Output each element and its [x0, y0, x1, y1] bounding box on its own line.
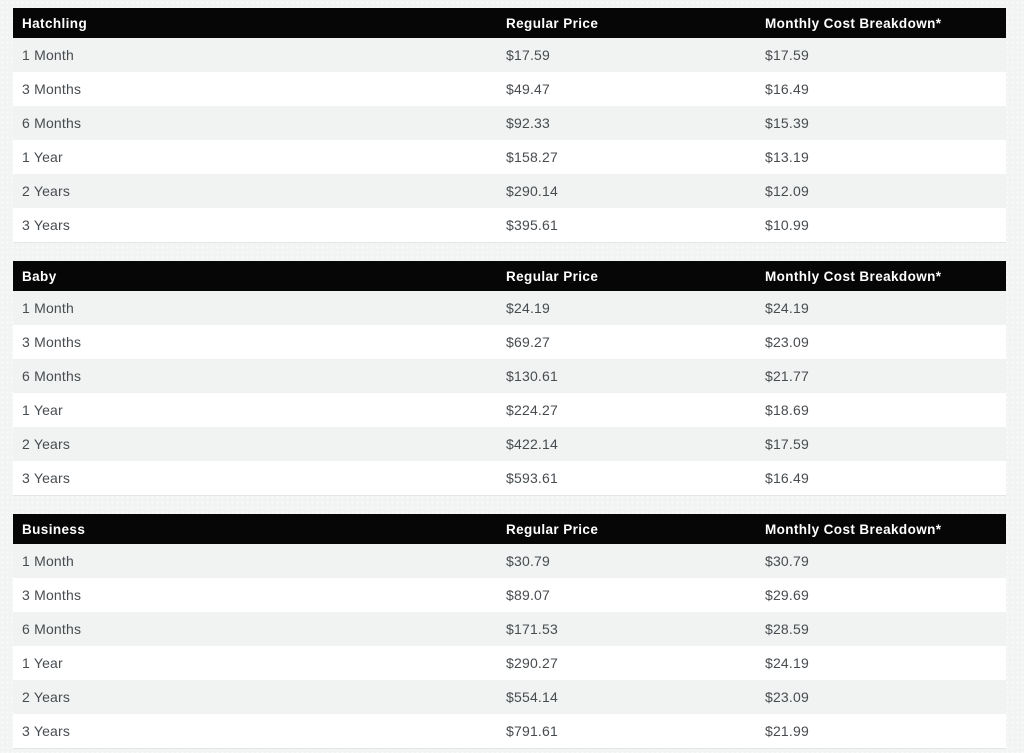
term-cell: 1 Month — [22, 47, 74, 63]
table-row: 3 Months $89.07 $29.69 — [13, 578, 1006, 612]
term-cell: 3 Years — [22, 217, 71, 233]
regular-price-cell: $30.79 — [505, 553, 551, 569]
table-row: 3 Months $69.27 $23.09 — [13, 325, 1006, 359]
regular-price-cell: $24.19 — [505, 300, 551, 316]
table-row: 1 Month $24.19 $24.19 — [13, 291, 1006, 325]
regular-price-cell: $593.61 — [505, 470, 558, 486]
monthly-cost-cell: $12.09 — [764, 183, 809, 199]
table-row: 1 Month $30.79 $30.79 — [13, 544, 1006, 578]
monthly-cost-cell: $17.59 — [764, 436, 809, 452]
table-row: 1 Month $17.59 $17.59 — [13, 38, 1006, 72]
monthly-cost-cell: $21.77 — [764, 368, 809, 384]
plan-name: Business — [22, 521, 86, 537]
table-header-row: Hatchling Regular Price Monthly Cost Bre… — [13, 8, 1006, 38]
term-cell: 1 Year — [22, 655, 63, 671]
table-row: 1 Year $158.27 $13.19 — [13, 140, 1006, 174]
regular-price-cell: $130.61 — [505, 368, 558, 384]
pricing-table: Baby Regular Price Monthly Cost Breakdow… — [13, 261, 1006, 496]
regular-price-cell: $422.14 — [505, 436, 558, 452]
term-cell: 1 Year — [22, 402, 63, 418]
table-body: 1 Month $30.79 $30.79 3 Months $89.07 $2… — [13, 544, 1006, 749]
column-header-regular-price: Regular Price — [505, 15, 599, 31]
monthly-cost-cell: $30.79 — [764, 553, 809, 569]
monthly-cost-cell: $18.69 — [764, 402, 809, 418]
column-header-regular-price: Regular Price — [505, 521, 599, 537]
term-cell: 3 Years — [22, 723, 71, 739]
monthly-cost-cell: $23.09 — [764, 689, 809, 705]
monthly-cost-cell: $16.49 — [764, 470, 809, 486]
term-cell: 3 Months — [22, 81, 82, 97]
table-header-row: Baby Regular Price Monthly Cost Breakdow… — [13, 261, 1006, 291]
pricing-table: Hatchling Regular Price Monthly Cost Bre… — [13, 8, 1006, 243]
regular-price-cell: $290.14 — [505, 183, 558, 199]
column-header-monthly-cost: Monthly Cost Breakdown* — [764, 15, 942, 31]
pricing-table: Business Regular Price Monthly Cost Brea… — [13, 514, 1006, 749]
regular-price-cell: $69.27 — [505, 334, 551, 350]
table-row: 6 Months $130.61 $21.77 — [13, 359, 1006, 393]
term-cell: 6 Months — [22, 621, 82, 637]
table-header-row: Business Regular Price Monthly Cost Brea… — [13, 514, 1006, 544]
regular-price-cell: $290.27 — [505, 655, 558, 671]
regular-price-cell: $89.07 — [505, 587, 551, 603]
monthly-cost-cell: $21.99 — [764, 723, 809, 739]
table-body: 1 Month $24.19 $24.19 3 Months $69.27 $2… — [13, 291, 1006, 496]
table-row: 1 Year $224.27 $18.69 — [13, 393, 1006, 427]
regular-price-cell: $791.61 — [505, 723, 558, 739]
table-row: 3 Years $791.61 $21.99 — [13, 714, 1006, 748]
column-header-regular-price: Regular Price — [505, 268, 599, 284]
table-row: 2 Years $422.14 $17.59 — [13, 427, 1006, 461]
plan-name: Hatchling — [22, 15, 88, 31]
monthly-cost-cell: $16.49 — [764, 81, 809, 97]
regular-price-cell: $554.14 — [505, 689, 558, 705]
regular-price-cell: $92.33 — [505, 115, 551, 131]
monthly-cost-cell: $15.39 — [764, 115, 809, 131]
monthly-cost-cell: $10.99 — [764, 217, 809, 233]
term-cell: 3 Months — [22, 334, 82, 350]
monthly-cost-cell: $13.19 — [764, 149, 809, 165]
term-cell: 1 Month — [22, 300, 74, 316]
monthly-cost-cell: $24.19 — [764, 300, 809, 316]
monthly-cost-cell: $23.09 — [764, 334, 809, 350]
table-row: 3 Years $593.61 $16.49 — [13, 461, 1006, 495]
term-cell: 3 Years — [22, 470, 71, 486]
table-row: 6 Months $92.33 $15.39 — [13, 106, 1006, 140]
table-row: 6 Months $171.53 $28.59 — [13, 612, 1006, 646]
column-header-monthly-cost: Monthly Cost Breakdown* — [764, 521, 942, 537]
regular-price-cell: $17.59 — [505, 47, 551, 63]
column-header-monthly-cost: Monthly Cost Breakdown* — [764, 268, 942, 284]
term-cell: 2 Years — [22, 689, 71, 705]
regular-price-cell: $171.53 — [505, 621, 558, 637]
term-cell: 2 Years — [22, 183, 71, 199]
table-row: 3 Years $395.61 $10.99 — [13, 208, 1006, 242]
table-row: 2 Years $290.14 $12.09 — [13, 174, 1006, 208]
plan-name: Baby — [22, 268, 57, 284]
monthly-cost-cell: $28.59 — [764, 621, 809, 637]
regular-price-cell: $158.27 — [505, 149, 558, 165]
table-row: 1 Year $290.27 $24.19 — [13, 646, 1006, 680]
term-cell: 6 Months — [22, 115, 82, 131]
term-cell: 6 Months — [22, 368, 82, 384]
monthly-cost-cell: $29.69 — [764, 587, 809, 603]
term-cell: 1 Year — [22, 149, 63, 165]
table-row: 2 Years $554.14 $23.09 — [13, 680, 1006, 714]
regular-price-cell: $395.61 — [505, 217, 558, 233]
regular-price-cell: $224.27 — [505, 402, 558, 418]
table-body: 1 Month $17.59 $17.59 3 Months $49.47 $1… — [13, 38, 1006, 243]
term-cell: 3 Months — [22, 587, 82, 603]
term-cell: 1 Month — [22, 553, 74, 569]
table-row: 3 Months $49.47 $16.49 — [13, 72, 1006, 106]
regular-price-cell: $49.47 — [505, 81, 551, 97]
monthly-cost-cell: $24.19 — [764, 655, 809, 671]
monthly-cost-cell: $17.59 — [764, 47, 809, 63]
term-cell: 2 Years — [22, 436, 71, 452]
